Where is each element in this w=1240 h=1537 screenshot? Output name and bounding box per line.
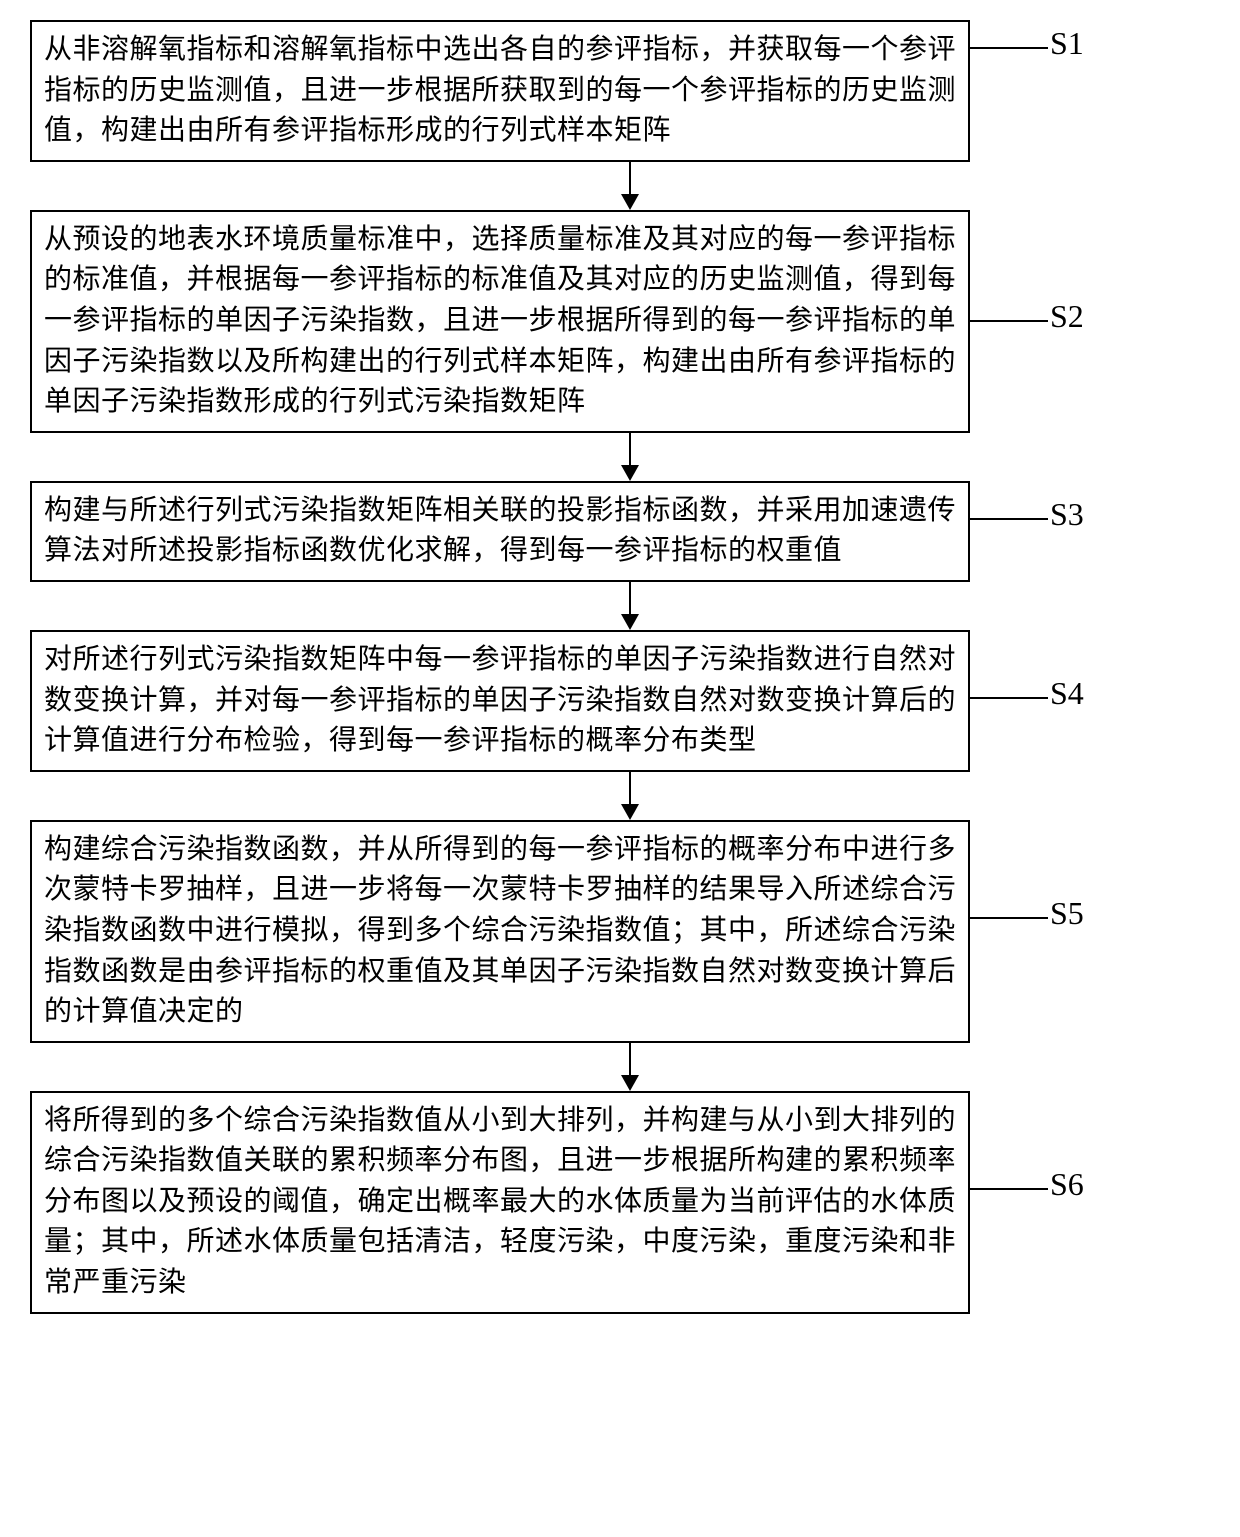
arrow-s2-s3	[150, 433, 1110, 481]
arrow-head-icon	[621, 614, 639, 630]
step-text: 将所得到的多个综合污染指数值从小到大排列，并构建与从小到大排列的综合污染指数值关…	[44, 1105, 956, 1298]
step-label-s5: S5	[1050, 895, 1084, 932]
step-box-s6: 将所得到的多个综合污染指数值从小到大排列，并构建与从小到大排列的综合污染指数值关…	[30, 1091, 970, 1314]
label-connector	[968, 917, 1048, 919]
step-label-s3: S3	[1050, 496, 1084, 533]
arrow-head-icon	[621, 465, 639, 481]
arrow-line	[629, 1043, 631, 1077]
label-text: S5	[1050, 895, 1084, 931]
step-box-s5: 构建综合污染指数函数，并从所得到的每一参评指标的概率分布中进行多次蒙特卡罗抽样，…	[30, 820, 970, 1043]
label-connector	[968, 697, 1048, 699]
step-text: 从非溶解氧指标和溶解氧指标中选出各自的参评指标，并获取每一个参评指标的历史监测值…	[44, 34, 956, 146]
arrow-line	[629, 772, 631, 806]
step-row-s1: 从非溶解氧指标和溶解氧指标中选出各自的参评指标，并获取每一个参评指标的历史监测值…	[10, 20, 1230, 162]
label-connector	[968, 518, 1048, 520]
arrow-head-icon	[621, 194, 639, 210]
arrow-line	[629, 582, 631, 616]
arrow-s4-s5	[150, 772, 1110, 820]
step-row-s3: 构建与所述行列式污染指数矩阵相关联的投影指标函数，并采用加速遗传算法对所述投影指…	[10, 481, 1230, 582]
arrow-s1-s2	[150, 162, 1110, 210]
step-box-s2: 从预设的地表水环境质量标准中，选择质量标准及其对应的每一参评指标的标准值，并根据…	[30, 210, 970, 433]
arrow-head-icon	[621, 804, 639, 820]
step-row-s6: 将所得到的多个综合污染指数值从小到大排列，并构建与从小到大排列的综合污染指数值关…	[10, 1091, 1230, 1314]
arrow-line	[629, 162, 631, 196]
label-text: S3	[1050, 496, 1084, 532]
step-label-s2: S2	[1050, 298, 1084, 335]
step-label-s1: S1	[1050, 25, 1084, 62]
label-connector	[968, 47, 1048, 49]
step-box-s3: 构建与所述行列式污染指数矩阵相关联的投影指标函数，并采用加速遗传算法对所述投影指…	[30, 481, 970, 582]
flowchart-container: 从非溶解氧指标和溶解氧指标中选出各自的参评指标，并获取每一个参评指标的历史监测值…	[10, 20, 1230, 1314]
step-label-s6: S6	[1050, 1166, 1084, 1203]
label-text: S6	[1050, 1166, 1084, 1202]
label-text: S4	[1050, 675, 1084, 711]
arrow-s3-s4	[150, 582, 1110, 630]
arrow-s5-s6	[150, 1043, 1110, 1091]
step-box-s4: 对所述行列式污染指数矩阵中每一参评指标的单因子污染指数进行自然对数变换计算，并对…	[30, 630, 970, 772]
step-text: 构建与所述行列式污染指数矩阵相关联的投影指标函数，并采用加速遗传算法对所述投影指…	[44, 495, 956, 567]
label-connector	[968, 320, 1048, 322]
step-row-s5: 构建综合污染指数函数，并从所得到的每一参评指标的概率分布中进行多次蒙特卡罗抽样，…	[10, 820, 1230, 1043]
step-text: 构建综合污染指数函数，并从所得到的每一参评指标的概率分布中进行多次蒙特卡罗抽样，…	[44, 834, 956, 1027]
arrow-line	[629, 433, 631, 467]
step-label-s4: S4	[1050, 675, 1084, 712]
label-connector	[968, 1188, 1048, 1190]
arrow-head-icon	[621, 1075, 639, 1091]
step-row-s2: 从预设的地表水环境质量标准中，选择质量标准及其对应的每一参评指标的标准值，并根据…	[10, 210, 1230, 433]
step-text: 对所述行列式污染指数矩阵中每一参评指标的单因子污染指数进行自然对数变换计算，并对…	[44, 644, 956, 756]
label-text: S2	[1050, 298, 1084, 334]
label-text: S1	[1050, 25, 1084, 61]
step-box-s1: 从非溶解氧指标和溶解氧指标中选出各自的参评指标，并获取每一个参评指标的历史监测值…	[30, 20, 970, 162]
step-text: 从预设的地表水环境质量标准中，选择质量标准及其对应的每一参评指标的标准值，并根据…	[44, 224, 956, 417]
step-row-s4: 对所述行列式污染指数矩阵中每一参评指标的单因子污染指数进行自然对数变换计算，并对…	[10, 630, 1230, 772]
